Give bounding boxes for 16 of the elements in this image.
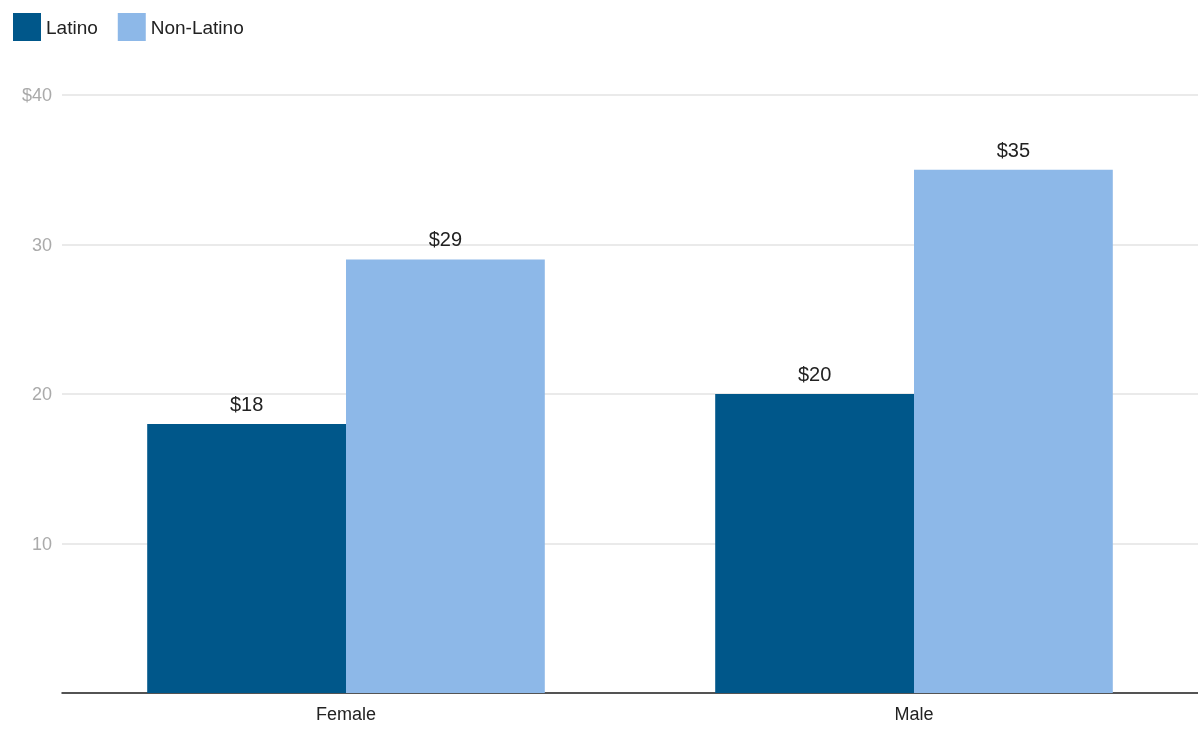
legend-label: Non-Latino — [150, 16, 244, 38]
legend-label: Latino — [46, 16, 98, 38]
data-label: $18 — [229, 392, 264, 415]
x-tick-label: Male — [894, 704, 934, 724]
bar — [914, 169, 1113, 693]
y-tick-label: 20 — [31, 384, 52, 404]
bar — [346, 259, 545, 693]
bar — [147, 423, 346, 693]
data-label: $35 — [996, 138, 1031, 161]
bar — [715, 394, 914, 693]
data-label: $29 — [428, 228, 463, 251]
data-label: $20 — [797, 363, 832, 385]
y-tick-label: 30 — [31, 234, 52, 255]
x-tick-label: Female — [315, 704, 377, 724]
y-tick-label: $40 — [21, 85, 52, 105]
y-tick-label: 10 — [31, 533, 52, 554]
